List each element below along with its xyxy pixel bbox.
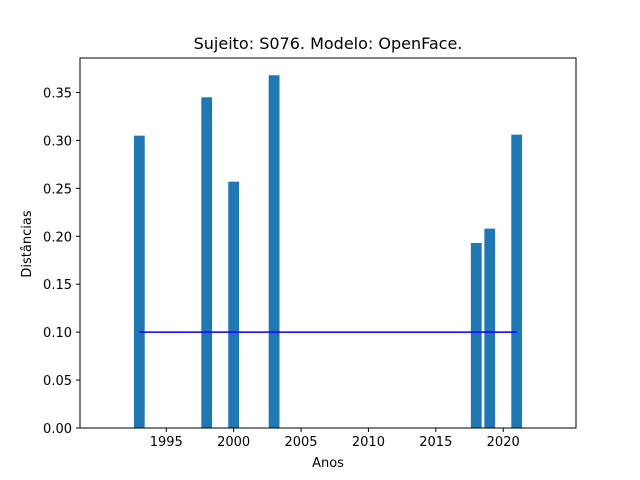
bar-1998 — [201, 97, 213, 428]
y-tick-label-4: 0.20 — [43, 230, 72, 245]
x-tick-label-2010: 2010 — [352, 435, 385, 450]
x-tick-label-2000: 2000 — [217, 435, 250, 450]
plot-area: 1995 2000 2005 2010 2015 2020 0.00 0.05 0.10 0.15… — [43, 57, 577, 450]
y-tick-label-7: 0.35 — [43, 87, 72, 102]
y-axis-label: Distâncias — [20, 210, 35, 277]
bar-2003 — [268, 75, 280, 429]
bar-2021 — [511, 134, 523, 428]
x-tick-label-2020: 2020 — [487, 435, 520, 450]
y-tick-label-5: 0.25 — [43, 182, 72, 197]
bar-2019 — [484, 228, 496, 428]
bar-1993 — [133, 135, 145, 428]
bar-2018 — [470, 243, 482, 428]
x-tick-label-1995: 1995 — [150, 435, 183, 450]
y-tick-label-6: 0.30 — [43, 134, 72, 149]
chart-title: Sujeito: S076. Modelo: OpenFace. — [194, 34, 463, 53]
axes-frame — [79, 57, 577, 429]
x-tick-label-2015: 2015 — [419, 435, 452, 450]
x-axis-label: Anos — [312, 456, 344, 471]
bar-2000 — [228, 181, 240, 428]
y-tick-label-2: 0.10 — [43, 326, 72, 341]
x-tick-label-2005: 2005 — [284, 435, 317, 450]
y-tick-label-3: 0.15 — [43, 278, 72, 293]
y-tick-label-0: 0.00 — [43, 422, 72, 437]
y-tick-label-1: 0.05 — [43, 374, 72, 389]
